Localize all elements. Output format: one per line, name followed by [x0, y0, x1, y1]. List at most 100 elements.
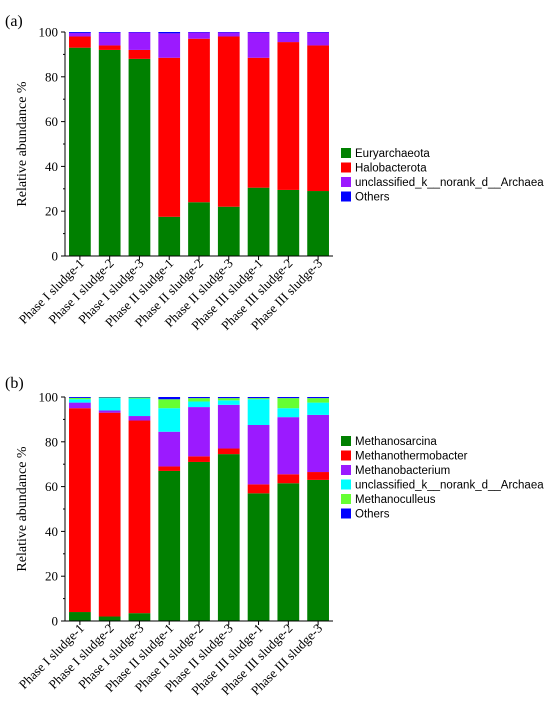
legend-swatch	[341, 494, 351, 504]
bar-segment-methanoculleus	[69, 397, 91, 400]
bar-segment-methanothermobacter	[98, 412, 121, 617]
legend-swatch	[341, 436, 351, 446]
bar-segment-methanothermobacter	[188, 456, 210, 462]
bar-segment-unclassified-k-norank-d-archaea	[98, 32, 121, 46]
bar-segment-others	[217, 397, 240, 399]
bar-segment-unclassified-k-norank-d-archaea	[188, 401, 210, 408]
legend-swatch	[341, 479, 351, 490]
bar-segment-euryarchaeota	[128, 58, 151, 256]
bar-segment-methanobacterium	[128, 416, 151, 421]
legend-label: unclassified_k__norank_d__Archaea	[355, 177, 544, 189]
bar-segment-halobacterota	[158, 57, 181, 217]
bar-segment-methanoculleus	[307, 398, 329, 403]
bar-segment-methanoculleus	[98, 397, 121, 399]
legend-label: Methanothermobacter	[355, 451, 468, 463]
bar-segment-euryarchaeota	[247, 187, 270, 256]
bar-segment-methanosarcina	[128, 613, 151, 621]
bar-segment-unclassified-k-norank-d-archaea	[158, 33, 181, 58]
legend-label: Euryarchaeota	[355, 148, 430, 160]
bar-segment-halobacterota	[247, 57, 270, 188]
bar-segment-euryarchaeota	[217, 206, 240, 256]
bar-segment-others	[69, 397, 91, 398]
y-tick-label: 20	[45, 204, 58, 219]
y-tick-label: 0	[52, 249, 59, 264]
bar-segment-halobacterota	[98, 45, 121, 50]
bar-segment-halobacterota	[217, 36, 240, 207]
bar-segment-euryarchaeota	[98, 49, 121, 256]
panel-label: (b)	[5, 375, 24, 392]
bar-segment-unclassified-k-norank-d-archaea	[98, 398, 121, 411]
legend-swatch	[341, 177, 351, 187]
legend-label: Methanoculleus	[355, 494, 436, 506]
bar-segment-methanosarcina	[277, 483, 300, 621]
bar-segment-methanosarcina	[247, 493, 270, 621]
bar-segment-halobacterota	[69, 36, 91, 48]
bar-segment-methanosarcina	[158, 470, 181, 621]
legend-swatch	[341, 450, 351, 461]
bar-segment-others	[307, 397, 329, 399]
bar-segment-methanobacterium	[188, 407, 210, 457]
bar-segment-methanosarcina	[217, 454, 240, 621]
y-tick-label: 40	[45, 524, 58, 539]
bar-segment-unclassified-k-norank-d-archaea	[69, 32, 91, 37]
bar-segment-unclassified-k-norank-d-archaea	[307, 32, 329, 46]
bar-segment-methanobacterium	[307, 414, 329, 473]
legend-label: unclassified_k__norank_d__Archaea	[355, 480, 544, 492]
legend-label: Others	[355, 192, 390, 204]
bar-segment-unclassified-k-norank-d-archaea	[217, 400, 240, 405]
bar-segment-methanobacterium	[217, 404, 240, 449]
y-tick-label: 80	[45, 69, 58, 84]
bar-segment-unclassified-k-norank-d-archaea	[217, 32, 240, 37]
legend-swatch	[341, 148, 351, 158]
bar-segment-unclassified-k-norank-d-archaea	[128, 398, 151, 417]
y-tick-label: 40	[45, 159, 58, 174]
bar-segment-euryarchaeota	[307, 191, 329, 256]
bar-segment-halobacterota	[128, 49, 151, 59]
y-axis-title: Relative abundance %	[15, 81, 30, 207]
bar-segment-methanosarcina	[188, 461, 210, 621]
bar-segment-methanothermobacter	[277, 474, 300, 484]
bar-segment-methanobacterium	[277, 417, 300, 475]
bar-segment-methanobacterium	[158, 431, 181, 467]
bar-segment-others	[98, 32, 121, 33]
bar-segment-unclassified-k-norank-d-archaea	[277, 408, 300, 418]
bar-segment-unclassified-k-norank-d-archaea	[277, 32, 300, 43]
bar-segment-methanothermobacter	[128, 420, 151, 614]
bar-segment-unclassified-k-norank-d-archaea	[188, 32, 210, 39]
legend-label: Methanobacterium	[355, 465, 450, 477]
bar-segment-unclassified-k-norank-d-archaea	[158, 408, 181, 432]
legend-swatch	[341, 162, 351, 173]
bar-segment-methanoculleus	[188, 398, 210, 402]
bar-segment-unclassified-k-norank-d-archaea	[128, 32, 151, 50]
y-tick-label: 80	[45, 434, 58, 449]
y-tick-label: 20	[45, 569, 58, 584]
legend-label: Methanosarcina	[355, 436, 437, 448]
bar-segment-euryarchaeota	[158, 216, 181, 256]
bar-segment-others	[158, 397, 181, 400]
y-tick-label: 0	[52, 614, 59, 629]
bar-segment-others	[69, 32, 91, 33]
legend-swatch	[341, 508, 351, 519]
legend-label: Halobacterota	[355, 163, 427, 175]
bar-segment-methanosarcina	[98, 616, 121, 621]
bar-segment-unclassified-k-norank-d-archaea	[247, 32, 270, 58]
bar-segment-methanoculleus	[217, 398, 240, 401]
bar-segment-methanoculleus	[158, 399, 181, 409]
y-tick-label: 100	[39, 390, 59, 405]
bar-segment-euryarchaeota	[188, 202, 210, 256]
legend-swatch	[341, 191, 351, 202]
y-tick-label: 60	[45, 114, 58, 129]
bar-segment-methanoculleus	[247, 398, 270, 400]
bar-segment-methanosarcina	[307, 479, 329, 621]
bar-segment-methanobacterium	[247, 425, 270, 485]
y-axis-title: Relative abundance %	[15, 446, 30, 572]
bar-segment-methanothermobacter	[158, 466, 181, 471]
bar-segment-methanothermobacter	[69, 408, 91, 613]
bar-segment-others	[247, 397, 270, 399]
bar-segment-methanobacterium	[98, 410, 121, 413]
bar-segment-unclassified-k-norank-d-archaea	[307, 402, 329, 415]
bar-segment-halobacterota	[307, 45, 329, 192]
bar-segment-methanoculleus	[128, 397, 151, 399]
